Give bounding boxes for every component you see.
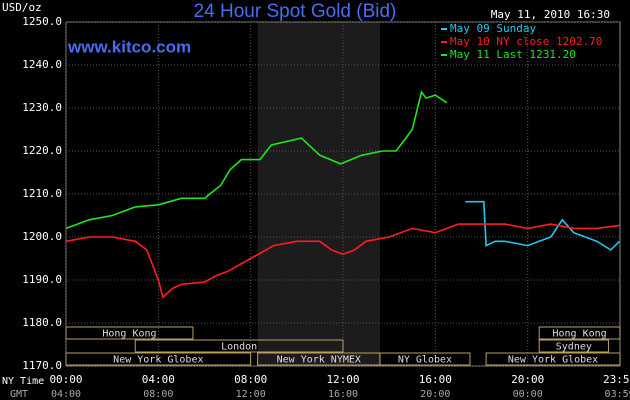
x-tick-label: 23:59 xyxy=(603,373,630,386)
x2-tick-label: 12:00 xyxy=(236,389,266,400)
series-line xyxy=(65,223,620,299)
session-box xyxy=(538,339,609,353)
x-tick-label: 08:00 xyxy=(234,373,267,386)
y-tick-label: 1190.0 xyxy=(22,273,62,286)
session-box xyxy=(65,352,252,366)
session-box xyxy=(134,339,344,353)
series-line xyxy=(65,90,448,230)
subtitle: www.kitco.com xyxy=(67,37,191,56)
session-box xyxy=(65,326,194,340)
session-label: Hong Kong xyxy=(102,329,156,340)
x2-tick-label: 20:00 xyxy=(420,389,450,400)
x-tick-label: 20:00 xyxy=(511,373,544,386)
y-tick-label: 1170.0 xyxy=(22,359,62,372)
y-axis-label: USD/oz xyxy=(2,1,42,14)
y-tick-label: 1220.0 xyxy=(22,144,62,157)
x2-tick-label: 04:00 xyxy=(51,389,81,400)
session-box xyxy=(379,352,471,366)
x-axis-label: NY Time xyxy=(2,376,44,387)
x2-tick-label: 03:59 xyxy=(605,389,630,400)
session-label: New York Globex xyxy=(113,355,203,366)
legend-label: May 09 Sunday xyxy=(450,22,536,35)
session-label: New York Globex xyxy=(508,355,598,366)
timestamp: May 11, 2010 16:30 xyxy=(491,8,610,21)
session-label: Hong Kong xyxy=(553,329,607,340)
session-box xyxy=(485,352,621,366)
session-label: New York NYMEX xyxy=(277,355,361,366)
y-tick-label: 1240.0 xyxy=(22,58,62,71)
session-label: Sydney xyxy=(556,342,592,353)
legend-label: May 10 NY close 1202.70 xyxy=(450,35,602,48)
x2-tick-label: 00:00 xyxy=(513,389,543,400)
x-tick-label: 04:00 xyxy=(142,373,175,386)
session-box xyxy=(538,326,621,340)
chart-title: 24 Hour Spot Gold (Bid) xyxy=(194,1,397,22)
y-tick-label: 1230.0 xyxy=(22,101,62,114)
y-tick-label: 1180.0 xyxy=(22,316,62,329)
x-tick-label: 00:00 xyxy=(49,373,82,386)
y-tick-label: 1250.0 xyxy=(22,15,62,28)
legend-label: May 11 Last 1231.20 xyxy=(450,48,576,61)
x-tick-label: 12:00 xyxy=(326,373,359,386)
x-tick-label: 16:00 xyxy=(419,373,452,386)
x2-tick-label: 16:00 xyxy=(328,389,358,400)
x2-axis-label: GMT xyxy=(10,389,28,400)
y-tick-label: 1210.0 xyxy=(22,187,62,200)
session-label: London xyxy=(221,342,257,353)
session-label: NY Globex xyxy=(398,355,452,366)
x2-tick-label: 08:00 xyxy=(143,389,173,400)
series-line xyxy=(465,200,621,251)
y-tick-label: 1200.0 xyxy=(22,230,62,243)
